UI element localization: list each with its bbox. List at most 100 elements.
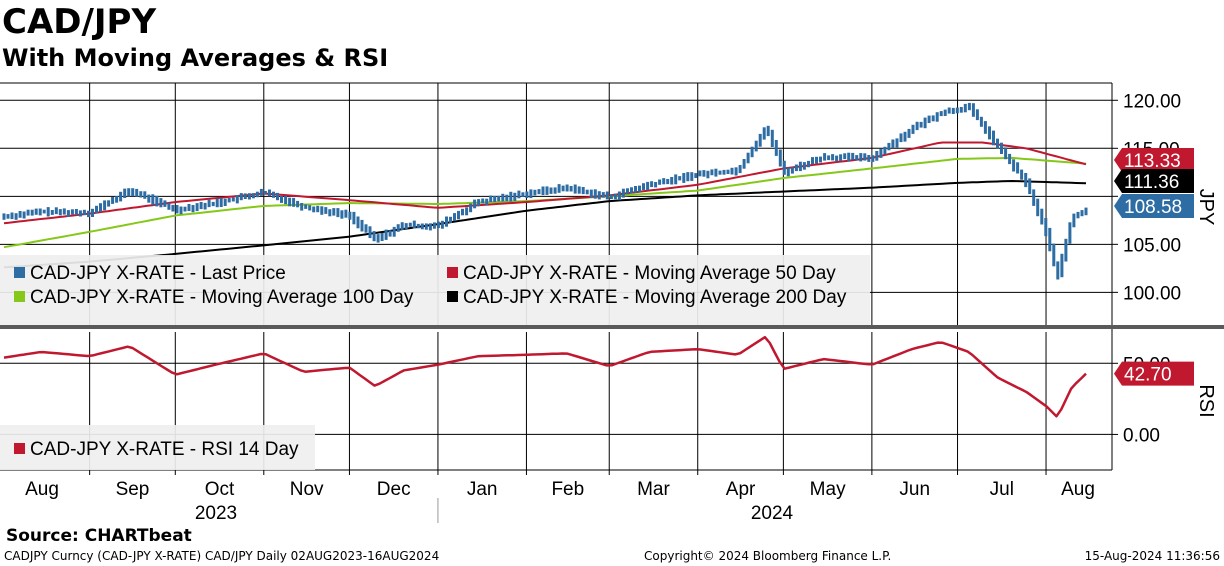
- price-bar: [453, 213, 456, 221]
- rsi-legend-box: [0, 425, 315, 470]
- price-bar: [605, 191, 609, 200]
- price-bar: [774, 140, 778, 156]
- price-bar: [971, 103, 975, 117]
- price-bar: [316, 205, 320, 213]
- price-bar: [340, 210, 344, 219]
- legend-swatch-ma200: [447, 291, 458, 302]
- price-bar: [119, 191, 123, 202]
- price-bar: [766, 125, 770, 137]
- price-bar: [135, 188, 139, 197]
- price-bar: [903, 131, 907, 142]
- price-bar: [469, 203, 473, 213]
- price-bar: [642, 183, 645, 190]
- price-bar: [163, 200, 167, 207]
- price-bar: [947, 107, 951, 114]
- price-bar: [159, 198, 163, 208]
- price-bar: [899, 133, 903, 143]
- price-bar: [758, 133, 762, 147]
- year-label: 2023: [195, 503, 237, 524]
- price-bar: [461, 208, 464, 216]
- price-bar: [82, 209, 86, 216]
- panel-separator: [0, 325, 1224, 329]
- price-bar: [1020, 169, 1024, 180]
- price-bar: [276, 192, 279, 201]
- price-bar: [501, 193, 505, 202]
- price-bar: [702, 170, 706, 177]
- price-bar: [1008, 153, 1012, 165]
- price-bar: [626, 188, 629, 195]
- price-bar: [227, 198, 231, 203]
- price-bar: [992, 130, 995, 146]
- price-bar: [187, 204, 191, 211]
- price-bar: [1052, 243, 1056, 267]
- price-bar: [662, 178, 666, 185]
- y-tick-label: 100.00: [1123, 283, 1181, 304]
- price-bar: [802, 162, 806, 170]
- price-bar: [1036, 198, 1040, 217]
- price-bar: [959, 107, 963, 113]
- price-bar: [199, 202, 203, 210]
- price-bar: [288, 197, 292, 207]
- price-bar: [609, 194, 613, 200]
- price-bar: [694, 173, 698, 178]
- price-bar: [1084, 207, 1088, 216]
- x-tick-label: Feb: [551, 479, 584, 500]
- price-bar: [939, 111, 943, 117]
- price-bar: [22, 211, 26, 219]
- price-bar: [445, 216, 448, 227]
- price-bar: [312, 206, 316, 213]
- price-bar: [907, 128, 911, 138]
- price-bar: [786, 167, 790, 177]
- price-bar: [123, 188, 127, 198]
- price-bar: [6, 214, 10, 219]
- price-bar: [18, 211, 22, 218]
- price-bar: [280, 196, 283, 203]
- price-bar: [875, 151, 879, 161]
- price-bar: [831, 154, 835, 161]
- price-bar: [344, 209, 348, 218]
- price-bar: [819, 156, 822, 163]
- price-bar: [54, 207, 58, 215]
- legend-label-price: CAD-JPY X-RATE - Last Price: [30, 263, 286, 284]
- price-bar: [746, 152, 750, 164]
- x-tick-label: Dec: [377, 479, 411, 500]
- price-bar: [919, 121, 923, 128]
- price-bar: [497, 195, 501, 202]
- rsi-line: [3, 335, 1087, 418]
- price-bar: [545, 186, 549, 195]
- price-bar: [115, 196, 119, 203]
- price-bar: [95, 205, 98, 214]
- price-bar: [525, 191, 529, 198]
- price-bar: [871, 155, 875, 162]
- footer-info: CADJPY Curncy (CAD-JPY X-RATE) CAD/JPY D…: [4, 549, 440, 563]
- price-bar: [320, 206, 324, 215]
- price-bar: [191, 205, 195, 213]
- price-bar: [634, 186, 637, 193]
- price-bar: [911, 124, 915, 134]
- price-bar: [155, 195, 159, 207]
- price-bar: [533, 189, 537, 196]
- price-bar: [26, 209, 30, 216]
- price-bar: [855, 155, 859, 161]
- price-bar: [726, 169, 730, 174]
- price-bar: [131, 188, 135, 197]
- price-bar: [103, 200, 107, 211]
- price-bar: [923, 117, 927, 129]
- price-bar: [561, 185, 565, 192]
- legend-swatch-price: [14, 267, 25, 278]
- price-bar: [412, 220, 416, 229]
- price-bar: [565, 184, 569, 192]
- price-bar: [585, 189, 589, 195]
- price-bar: [714, 168, 718, 177]
- price-bar: [682, 173, 686, 183]
- price-bar: [847, 152, 851, 162]
- price-bar: [597, 191, 601, 200]
- price-bar: [778, 149, 782, 167]
- price-bar: [807, 160, 810, 168]
- price-bar: [1060, 253, 1064, 278]
- x-tick-label: Jan: [467, 479, 498, 500]
- price-bar: [963, 103, 967, 113]
- price-bar: [879, 148, 883, 158]
- price-bar: [1068, 222, 1072, 244]
- legend-swatch-ma100: [14, 291, 25, 302]
